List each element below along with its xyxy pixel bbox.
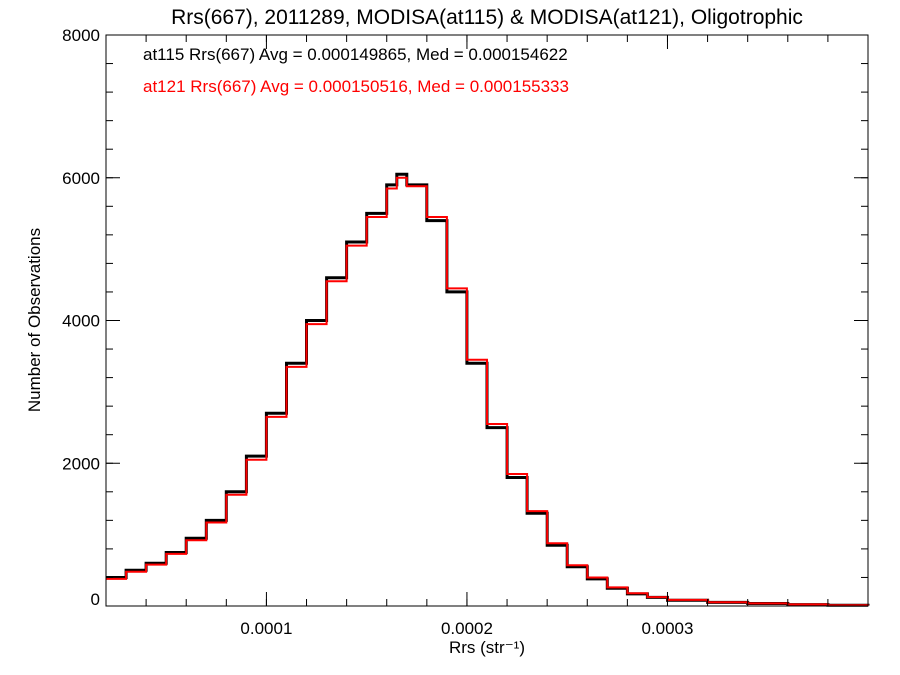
series-layer: [106, 172, 870, 607]
y-axis-title: Number of Observations: [25, 228, 44, 412]
legend-entry-at115: at115 Rrs(667) Avg = 0.000149865, Med = …: [143, 45, 568, 64]
y-tick-label: 4000: [62, 312, 100, 331]
chart-title: Rrs(667), 2011289, MODISA(at115) & MODIS…: [171, 6, 803, 29]
x-axis-title: Rrs (str⁻¹): [449, 638, 525, 657]
plot-frame: [105, 34, 869, 607]
y-tick-label: 8000: [62, 26, 100, 45]
x-tick-label: 0.0003: [641, 619, 693, 638]
y-tick-label: 6000: [62, 169, 100, 188]
ticks-layer: 0 2000 4000 6000 8000 0.0001 0.0002 0.0003: [62, 26, 869, 638]
y-tick-label: 2000: [62, 454, 100, 473]
series-at121-line: [106, 176, 869, 607]
x-tick-label: 0.0001: [240, 619, 292, 638]
legend-entry-at121: at121 Rrs(667) Avg = 0.000150516, Med = …: [143, 77, 569, 96]
x-tick-label: 0.0002: [441, 619, 493, 638]
y-tick-label: 0: [91, 590, 100, 609]
